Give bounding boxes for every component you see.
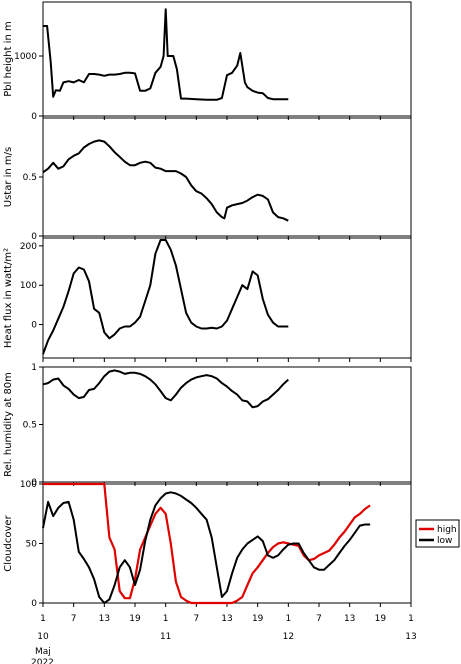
y-tick-label: 0 — [31, 321, 37, 331]
x-tick-label: 7 — [316, 614, 322, 624]
y-tick-label: 50 — [26, 540, 38, 550]
day-label: 12 — [283, 632, 294, 642]
x-tick-label: 13 — [221, 614, 232, 624]
series-line — [42, 369, 289, 409]
x-tick-label: 1 — [40, 614, 46, 624]
y-tick-label: 0 — [31, 599, 37, 609]
x-tick-label: 19 — [375, 614, 387, 624]
legend-box — [415, 519, 460, 548]
legend-label-high: high — [437, 525, 457, 535]
y-tick-label: 0.5 — [23, 421, 37, 431]
panel-2: 0 0.5 Ustar in m/s — [3, 117, 412, 242]
y-axis-label: Cloudcover — [3, 514, 14, 571]
day-label: 10 — [37, 632, 49, 642]
y-tick-label: 0.5 — [23, 173, 37, 183]
series-line — [43, 8, 289, 101]
year-label: 2022 — [31, 658, 54, 664]
y-tick-label: 100 — [20, 480, 37, 490]
x-tick-label: 7 — [193, 614, 199, 624]
panel-frame — [42, 483, 412, 604]
day-label: 11 — [160, 632, 171, 642]
series-line — [42, 139, 289, 222]
x-tick-label: 13 — [99, 614, 110, 624]
x-tick-label: 1 — [163, 614, 169, 624]
y-tick-label: 0 — [31, 112, 37, 122]
y-tick-label: 1000 — [14, 52, 37, 62]
y-tick-label: 100 — [20, 281, 37, 291]
y-tick-label: 0 — [31, 232, 37, 242]
series-line — [42, 239, 289, 355]
day-label: 13 — [405, 632, 416, 642]
x-tick-label: 19 — [252, 614, 264, 624]
legend-label-low: low — [437, 536, 452, 546]
x-tick-label: 7 — [71, 614, 77, 624]
panel-3: 0 100 200 Heat flux in watt/m² — [3, 237, 412, 362]
series-line-high — [43, 482, 371, 605]
y-axis-label: Rel. humidity at 80m — [3, 372, 14, 477]
y-axis-label: Ustar in m/s — [3, 147, 14, 207]
y-tick-label: 0 — [31, 478, 37, 488]
panel-5: 0 50 100 Cloudcover — [3, 480, 412, 609]
y-tick-label: 200 — [20, 242, 37, 252]
y-axis-label: Heat flux in watt/m² — [3, 248, 14, 348]
y-tick-label: 1 — [31, 363, 37, 373]
y-axis-label: Pbl height in m — [3, 21, 14, 96]
month-label: Maj — [35, 647, 51, 657]
panel-4: 0 0.5 1 Rel. humidity at 80m — [3, 363, 412, 488]
x-tick-label: 13 — [344, 614, 355, 624]
series-line-low — [42, 491, 371, 604]
panel-frame — [42, 237, 412, 359]
panel-frame — [42, 117, 412, 237]
x-tick-label: 1 — [285, 614, 291, 624]
x-tick-label: 19 — [129, 614, 141, 624]
x-tick-label: 1 — [408, 614, 414, 624]
panel-frame — [42, 1, 412, 117]
